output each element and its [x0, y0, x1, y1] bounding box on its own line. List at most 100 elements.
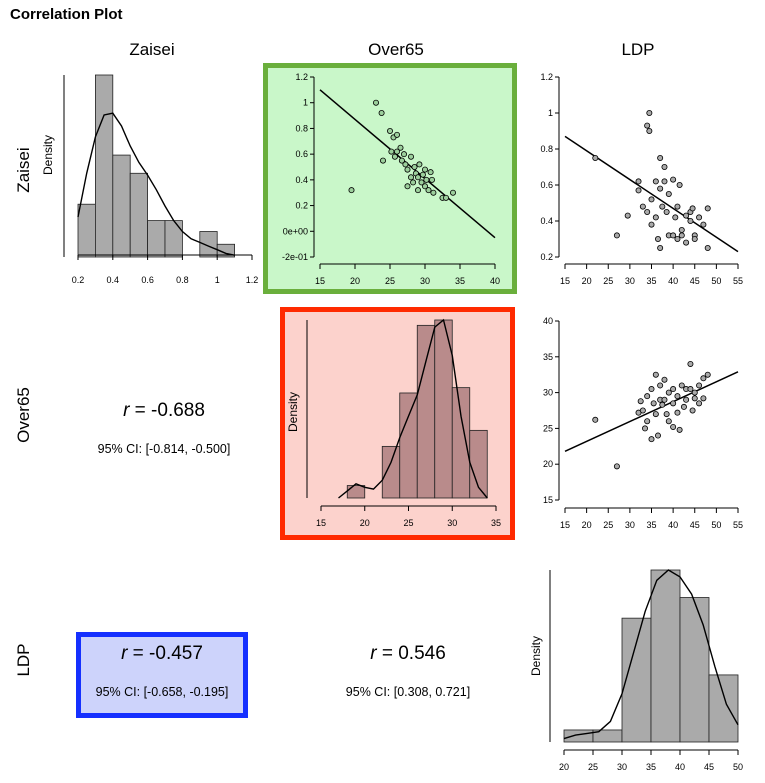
scatter-point	[661, 164, 668, 171]
y-axis-label: Density	[41, 135, 55, 175]
histogram-bar	[164, 220, 183, 258]
scatter-point	[665, 389, 672, 396]
scatter-point	[639, 407, 646, 414]
y-tick-label: -2e-01	[282, 252, 308, 262]
density-curve	[77, 112, 235, 256]
histogram-bar	[451, 387, 471, 499]
x-tick-label: 0.4	[107, 275, 120, 285]
scatter-point	[654, 432, 661, 439]
scatter-point	[683, 396, 690, 403]
confidence-interval: 95% CI: [-0.658, -0.195]	[95, 685, 229, 699]
scatter-point	[687, 386, 694, 393]
histogram-bar	[381, 445, 401, 499]
x-tick-label: 50	[711, 520, 721, 530]
scatter-point	[404, 166, 411, 173]
scatter-point	[373, 99, 380, 106]
x-tick-label: 40	[490, 276, 500, 286]
x-tick-label: 50	[733, 762, 743, 772]
scatter-point	[683, 239, 690, 246]
scatter-point	[674, 203, 681, 210]
y-tick-label: 0.4	[540, 216, 553, 226]
scatter-point	[659, 203, 666, 210]
x-tick-label: 25	[588, 762, 598, 772]
x-tick-label: 25	[385, 276, 395, 286]
scatter-point	[449, 189, 456, 196]
scatter-point	[665, 191, 672, 198]
scatter-point	[646, 110, 653, 117]
x-tick-label: 0.6	[141, 275, 154, 285]
scatter-point	[691, 235, 698, 242]
corr-over65-zaisei: r = -0.688 95% CI: [-0.814, -0.500]	[64, 400, 264, 456]
scatter-point	[652, 214, 659, 221]
scatter-point	[427, 169, 434, 176]
r-value: = -0.688	[134, 400, 205, 421]
x-tick-label: 45	[704, 762, 714, 772]
histogram-over65: Density 15 20 25 30 35	[286, 318, 501, 528]
histogram-bar	[399, 392, 418, 499]
scatter-point	[648, 196, 655, 203]
y-tick-label: 0.2	[540, 252, 553, 262]
scatter-point	[670, 386, 677, 393]
y-tick-label: 1	[548, 108, 553, 118]
scatter-point	[423, 176, 430, 183]
scatter-point	[674, 409, 681, 416]
histogram-bar	[679, 597, 710, 743]
scatter-point	[388, 148, 395, 155]
scatter-point	[592, 416, 599, 423]
scatter-point	[659, 401, 666, 408]
histogram-bar	[416, 324, 436, 499]
histogram-bar	[129, 172, 148, 258]
histogram-bar	[708, 674, 739, 743]
scatter-point	[696, 400, 703, 407]
scatter-point	[678, 232, 685, 239]
r-value: = 0.546	[381, 643, 446, 664]
density-curve	[338, 318, 488, 499]
scatter-point	[696, 382, 703, 389]
scatter-point	[700, 395, 707, 402]
row-header-ldp: LDP	[14, 643, 33, 677]
density-curve	[563, 569, 739, 740]
column-header-zaisei: Zaisei	[129, 40, 175, 59]
x-tick-label: 35	[455, 276, 465, 286]
histogram-ldp: Density 20 25 30 35 40 45 50	[529, 569, 743, 772]
highlight-green-panel	[263, 63, 517, 294]
scatter-point	[672, 214, 679, 221]
x-tick-label: 20	[582, 520, 592, 530]
x-tick-label: 40	[675, 762, 685, 772]
scatter-point	[428, 176, 435, 183]
scatter-point	[421, 166, 428, 173]
scatter-point	[680, 403, 687, 410]
scatter-point	[380, 157, 387, 164]
scatter-point	[674, 393, 681, 400]
x-tick-label: 1.2	[246, 275, 259, 285]
x-tick-label: 40	[668, 276, 678, 286]
histogram-bar	[563, 729, 594, 743]
x-tick-label: 1	[215, 275, 220, 285]
y-tick-label: 15	[543, 495, 553, 505]
y-tick-label: 40	[543, 316, 553, 326]
scatter-point	[678, 226, 685, 233]
histogram-bar	[621, 617, 652, 743]
y-tick-label: 1.2	[295, 72, 308, 82]
scatter-point	[648, 221, 655, 228]
scatter-point	[646, 128, 653, 135]
x-tick-label: 40	[668, 520, 678, 530]
scatter-point	[407, 174, 414, 181]
scatter-point	[661, 376, 668, 383]
scatter-point	[400, 151, 407, 158]
x-tick-label: 30	[625, 276, 635, 286]
scatter-point	[704, 244, 711, 251]
y-tick-label: 35	[543, 352, 553, 362]
scatter-point	[644, 393, 651, 400]
y-axis-label: Density	[286, 392, 300, 432]
r-symbol: r	[370, 643, 377, 664]
scatter-point	[657, 185, 664, 192]
scatter-point	[394, 148, 401, 155]
x-tick-label: 15	[560, 520, 570, 530]
x-tick-label: 30	[625, 520, 635, 530]
scatter-point	[407, 153, 414, 160]
scatter-point	[676, 426, 683, 433]
scatter-point	[414, 174, 421, 181]
scatter-point	[421, 183, 428, 190]
scatter-point	[613, 463, 620, 470]
